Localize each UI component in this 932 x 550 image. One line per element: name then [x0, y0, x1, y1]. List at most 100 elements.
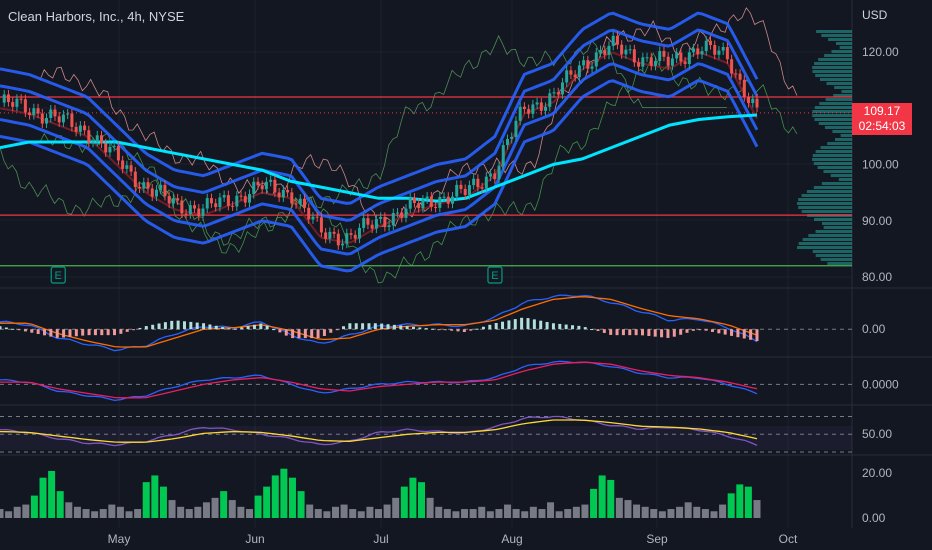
bollinger-bands — [0, 11, 759, 273]
candle-body — [721, 47, 725, 51]
candle-body — [40, 113, 44, 124]
volume-bar — [73, 506, 81, 518]
candle-body — [510, 136, 514, 140]
macd-histogram-bar — [392, 324, 396, 330]
candle-body — [666, 56, 670, 66]
earnings-marker-box — [487, 266, 503, 284]
candle-body — [95, 135, 99, 142]
volume-bar — [39, 477, 47, 518]
volume-bar — [615, 497, 623, 518]
volume-profile-bar — [820, 78, 852, 81]
volume-profile-bar — [824, 126, 852, 129]
price-tick-label: 100.00 — [862, 158, 899, 172]
candle-body — [467, 185, 471, 196]
candle-body — [544, 106, 548, 111]
candle-body — [518, 106, 522, 121]
candle-body — [683, 61, 687, 65]
volume-bar — [426, 497, 434, 518]
candle-body — [675, 52, 679, 59]
volume-tick-label: 20.00 — [862, 466, 892, 480]
macd-histogram-bar — [322, 329, 326, 336]
candle-body — [264, 181, 268, 190]
time-tick-label: Jun — [245, 532, 264, 546]
volume-bar — [220, 491, 228, 518]
macd-histogram-bar — [23, 329, 27, 332]
candle-body — [324, 232, 328, 239]
macd-histogram-bar — [545, 321, 549, 330]
candle-body — [146, 182, 150, 189]
time-tick-label: Aug — [501, 532, 522, 546]
candle-body — [214, 203, 218, 208]
volume-bar — [5, 511, 13, 518]
macd-histogram-bar — [660, 329, 664, 338]
candle-body — [248, 194, 252, 203]
macd-histogram-bar — [170, 320, 174, 330]
macd-histogram-bar — [119, 329, 123, 334]
macd-histogram-bar — [532, 319, 536, 330]
macd-histogram-bar — [577, 325, 581, 330]
candle-body — [747, 97, 751, 104]
volume-bar — [478, 506, 486, 518]
candle-body — [256, 181, 260, 186]
time-tick-label: Jul — [373, 532, 388, 546]
bar-countdown: 02:54:03 — [858, 119, 906, 133]
volume-bar — [375, 509, 382, 518]
candle-body — [281, 189, 285, 198]
volume-bar — [13, 506, 21, 518]
macd-histogram-bar — [558, 323, 562, 330]
volume-bar — [349, 509, 357, 518]
candle-body — [628, 49, 632, 51]
macd-histogram-bar — [386, 324, 390, 330]
macd-histogram-bar — [49, 329, 53, 337]
candle-body — [687, 52, 691, 65]
volume-profile-bar — [812, 70, 852, 73]
macd-histogram-bar — [742, 329, 746, 339]
horizontal-levels — [0, 96, 852, 267]
candle-body — [455, 184, 459, 197]
volume-profile-bar — [808, 234, 852, 237]
macd-histogram-bar — [11, 328, 15, 330]
candle-body — [218, 197, 222, 208]
candle-body — [154, 189, 158, 197]
macd-histogram-bar — [335, 329, 339, 331]
macd-histogram-bar — [653, 329, 657, 337]
volume-bar — [744, 486, 752, 518]
volume-profile-bar — [813, 162, 852, 165]
macd-histogram-bar — [539, 320, 543, 330]
macd-histogram-bar — [679, 329, 683, 335]
candle-body — [159, 184, 163, 190]
volume-profile-bar — [835, 138, 852, 141]
bollinger-basis — [0, 51, 758, 244]
candle-body — [451, 196, 455, 204]
volume-profile-bar — [820, 258, 852, 261]
candle-body — [357, 227, 361, 239]
macd-histogram-bar — [151, 324, 155, 330]
candle-body — [535, 102, 539, 105]
macd-histogram-bar — [138, 327, 142, 330]
ma-200-line — [0, 113, 758, 203]
volume-bar — [245, 509, 253, 518]
volume-bar — [658, 511, 666, 518]
candle-body — [412, 197, 416, 204]
candle-body — [522, 106, 526, 110]
candle-body — [104, 143, 108, 153]
volume-bar — [340, 504, 348, 518]
candle-body — [539, 102, 543, 111]
macd-histogram-bar — [526, 318, 530, 330]
macd-histogram-bar — [602, 329, 606, 333]
candle-body — [501, 145, 505, 166]
candle-body — [298, 198, 302, 205]
volume-profile-bar — [812, 66, 852, 69]
volume-profile-bar — [820, 146, 852, 149]
candle-body — [577, 65, 581, 78]
macd-histogram-bar — [462, 329, 466, 333]
macd-histogram-bar — [214, 325, 218, 330]
price-candles[interactable] — [2, 31, 759, 250]
candle-body — [209, 198, 213, 204]
macd-histogram-bar — [132, 329, 136, 331]
candle-body — [484, 176, 488, 189]
volume-profile-bar — [812, 158, 852, 161]
macd-histogram-bar — [475, 328, 479, 330]
macd-histogram-bar — [698, 329, 702, 331]
